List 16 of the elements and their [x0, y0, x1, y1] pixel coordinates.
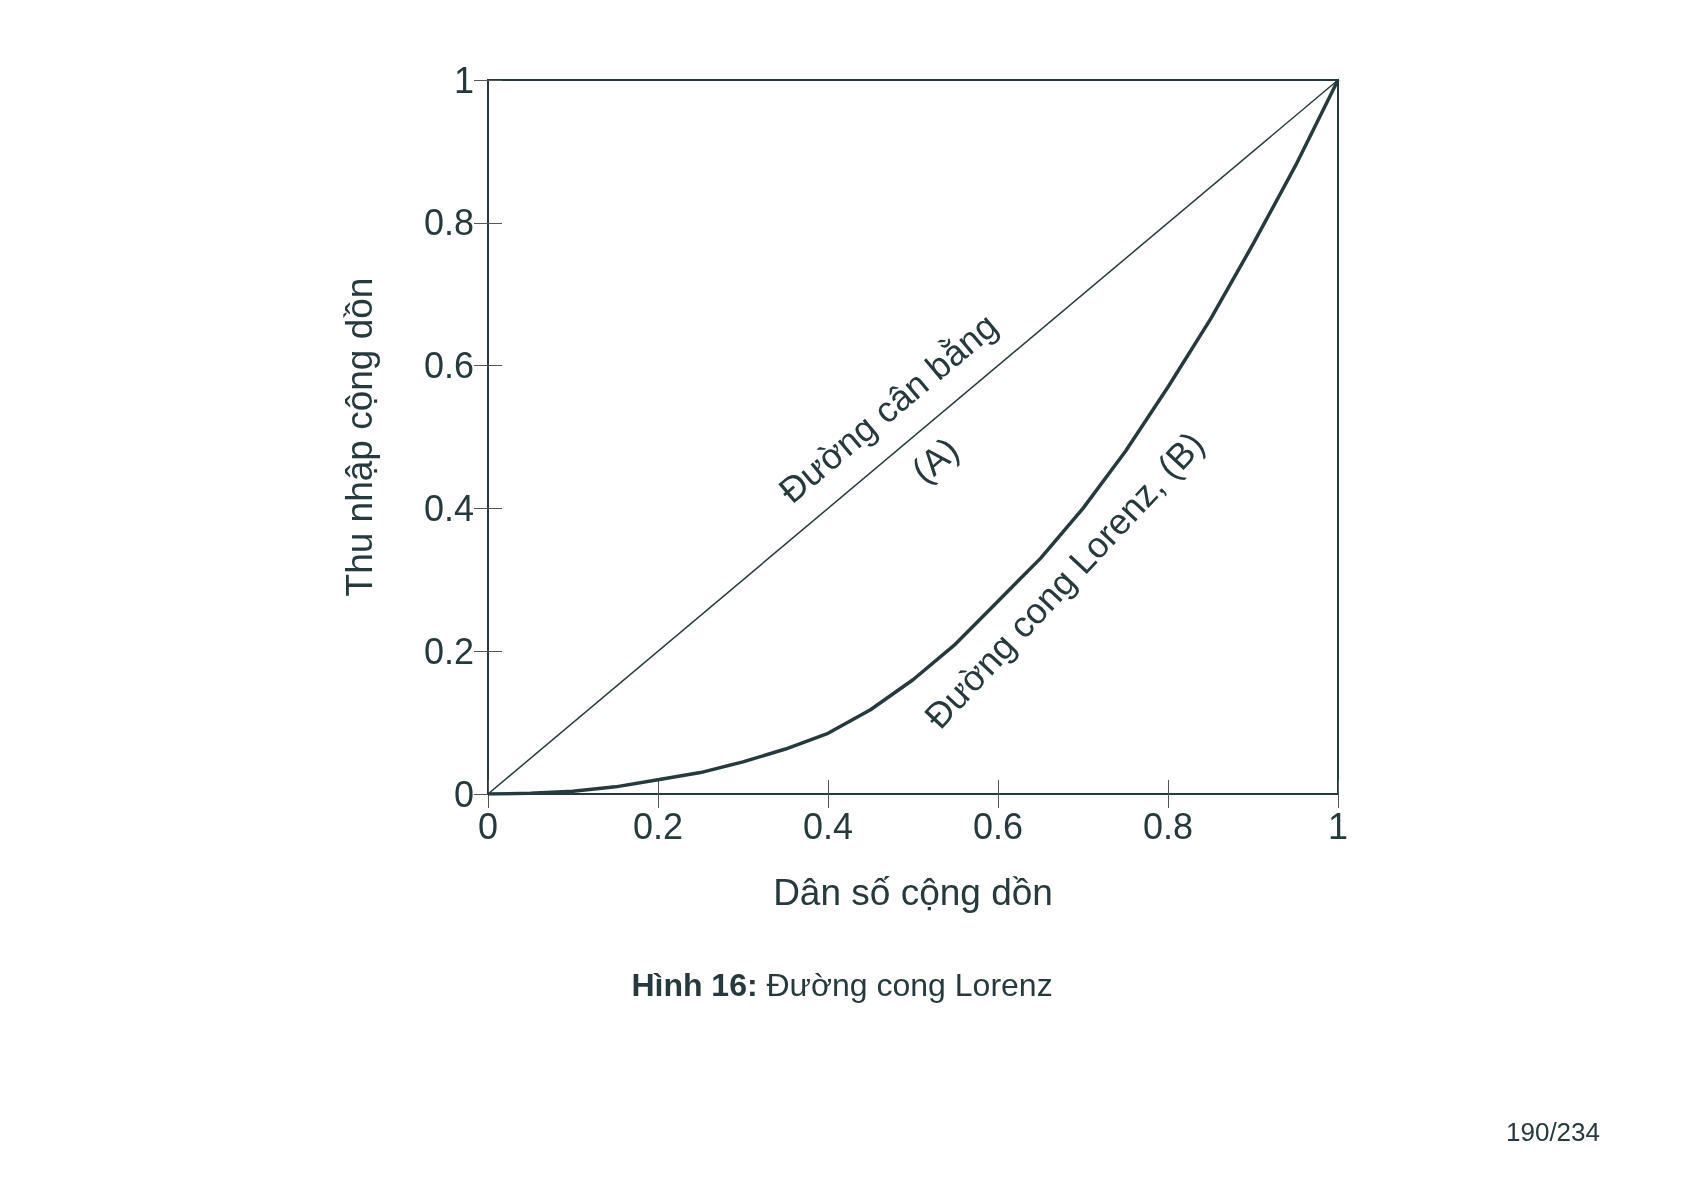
x-tick-label: 1: [1327, 805, 1349, 847]
text: Hình 16: Đường cong Lorenz: [631, 967, 1053, 1003]
y-tick-label: 1: [453, 59, 474, 101]
annotation: (A): [903, 428, 967, 492]
y-tick-label: 0.2: [423, 630, 474, 672]
text: 190/234: [1506, 1117, 1600, 1147]
y-tick-label: 0.6: [423, 345, 474, 387]
y-tick-label: 0.8: [423, 202, 474, 244]
x-tick-label: 0.4: [802, 805, 854, 847]
x-tick-label: 0.6: [972, 805, 1024, 847]
x-tick-label: 0.8: [1142, 805, 1194, 847]
y-axis-title: Thu nhập cộng dồn: [339, 277, 380, 597]
x-axis-title: Dân số cộng dồn: [773, 872, 1053, 913]
x-tick-label: 0.2: [632, 805, 684, 847]
y-tick-label: 0.4: [423, 487, 474, 529]
y-tick-label: 0: [453, 773, 474, 815]
